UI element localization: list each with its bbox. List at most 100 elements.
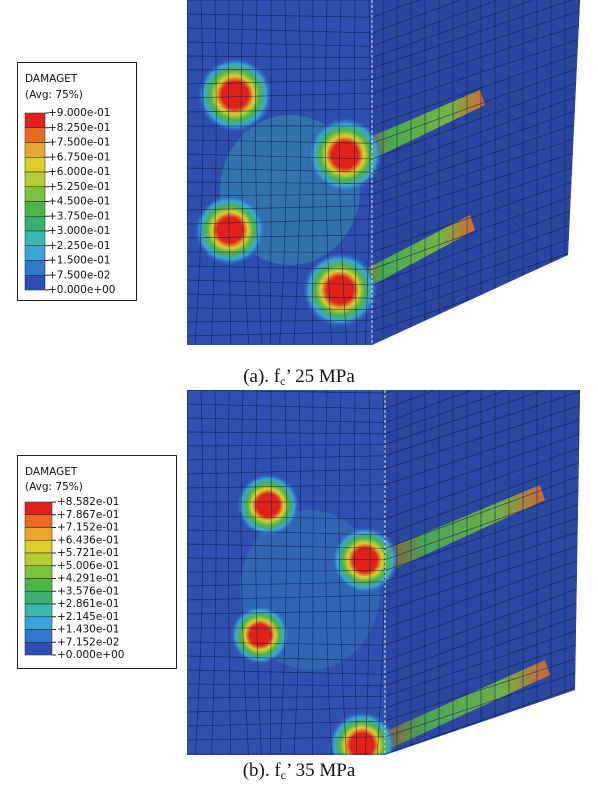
legend-subtitle: (Avg: 75%): [25, 89, 83, 101]
legend-label: +8.582e-01: [57, 496, 119, 508]
mesh-line: [279, 0, 288, 345]
mesh-line: [228, 390, 232, 755]
mesh-line: [187, 471, 580, 549]
mesh-line: [187, 203, 580, 286]
mesh-line: [187, 35, 580, 113]
mesh-line: [187, 0, 580, 71]
legend-swatch: [24, 201, 46, 217]
mesh-line: [187, 105, 580, 184]
legend-swatch: [24, 216, 46, 232]
caption-subscript: c: [280, 374, 285, 388]
legend-swatch: [24, 603, 53, 617]
legend-swatch: [24, 171, 46, 187]
mesh-line: [269, 0, 272, 345]
legend-label: +6.750e-01: [48, 151, 110, 163]
legend-label: +9.000e-01: [48, 107, 110, 119]
legend-swatch: [24, 642, 53, 656]
legend-swatch: [24, 565, 53, 579]
mesh-line: [187, 7, 580, 85]
mesh-line: [240, 0, 250, 345]
legend-swatch: [24, 142, 46, 158]
mesh-line: [194, 390, 204, 755]
mesh-line: [187, 189, 580, 270]
mesh-line: [187, 217, 580, 299]
legend-label: +7.500e-02: [48, 269, 110, 281]
legend-swatch: [24, 245, 46, 261]
mesh-line: [325, 390, 333, 755]
legend-swatch: [24, 552, 53, 566]
mesh-line: [187, 390, 580, 410]
mesh-line: [187, 21, 580, 99]
mesh-line: [187, 147, 580, 225]
mesh-line: [187, 161, 580, 239]
legend-swatch: [24, 157, 46, 173]
mesh-line: [187, 457, 580, 536]
legend-swatch: [24, 230, 46, 246]
mesh-line: [187, 390, 580, 435]
legend-swatch: [24, 112, 46, 128]
legend-label: +2.250e-01: [48, 240, 110, 252]
legend-swatch: [24, 578, 53, 592]
legend-label: +3.750e-01: [48, 210, 110, 222]
mesh-line: [187, 443, 580, 520]
mesh-line: [269, 390, 272, 755]
legend-label: +0.000e+00: [57, 649, 124, 661]
legend-label: +4.500e-01: [48, 196, 110, 208]
legend-label: +1.500e-01: [48, 255, 110, 267]
fe-render: [187, 390, 580, 755]
legend-swatch: [24, 591, 53, 605]
legend-label: +5.006e-01: [57, 560, 119, 572]
caption-text: (b). f: [243, 760, 282, 781]
legend-swatch: [24, 501, 53, 515]
legend-title: DAMAGET: [25, 466, 78, 478]
legend-label: +5.721e-01: [57, 547, 119, 559]
legend-label: +7.500e-01: [48, 137, 110, 149]
fe-render: [187, 0, 580, 345]
mesh-line: [312, 390, 314, 755]
legend-label: +7.152e-01: [57, 522, 119, 534]
legend-swatch: [24, 260, 46, 276]
mesh-line: [187, 231, 580, 310]
mesh-line: [187, 77, 580, 160]
caption-text: (a). f: [243, 366, 281, 387]
legend-label: +2.861e-01: [57, 598, 119, 610]
legend-label: +8.250e-01: [48, 122, 110, 134]
legend-label: +3.576e-01: [57, 585, 119, 597]
legend-label: +6.000e-01: [48, 166, 110, 178]
mesh-line: [338, 390, 348, 755]
mesh-line: [228, 0, 232, 345]
mesh-line: [279, 390, 288, 755]
mesh-line: [187, 597, 580, 675]
legend-swatch: [24, 629, 53, 643]
mesh-line: [187, 63, 580, 144]
mesh-line: [187, 681, 580, 755]
legend-swatch: [24, 186, 46, 202]
mesh-line: [187, 119, 580, 197]
caption-text: ’ 25 MPa: [285, 366, 355, 387]
legend-label: +6.436e-01: [57, 534, 119, 546]
mesh-line: [187, 0, 189, 345]
legend-title: DAMAGET: [25, 73, 78, 85]
legend-subtitle: (Avg: 75%): [25, 481, 83, 493]
caption: (b). fc’ 35 MPa: [243, 760, 356, 781]
mesh-line: [364, 390, 371, 755]
legend-label: +7.152e-02: [57, 636, 119, 648]
legend-swatch: [24, 527, 53, 541]
mesh-line: [312, 0, 314, 345]
mesh-line: [293, 390, 302, 755]
mesh-line: [255, 0, 262, 345]
mesh-line: [187, 401, 580, 475]
caption: (a). fc’ 25 MPa: [243, 366, 355, 387]
legend-swatch: [24, 275, 46, 291]
caption-text: ’ 35 MPa: [286, 760, 356, 781]
mesh-line: [354, 390, 358, 755]
mesh-line: [354, 0, 358, 345]
mesh-line: [376, 390, 386, 755]
mesh-line: [187, 485, 580, 561]
legend-swatch: [24, 514, 53, 528]
legend-label: +3.000e-01: [48, 225, 110, 237]
legend-swatch: [24, 616, 53, 630]
mesh-line: [210, 390, 217, 755]
